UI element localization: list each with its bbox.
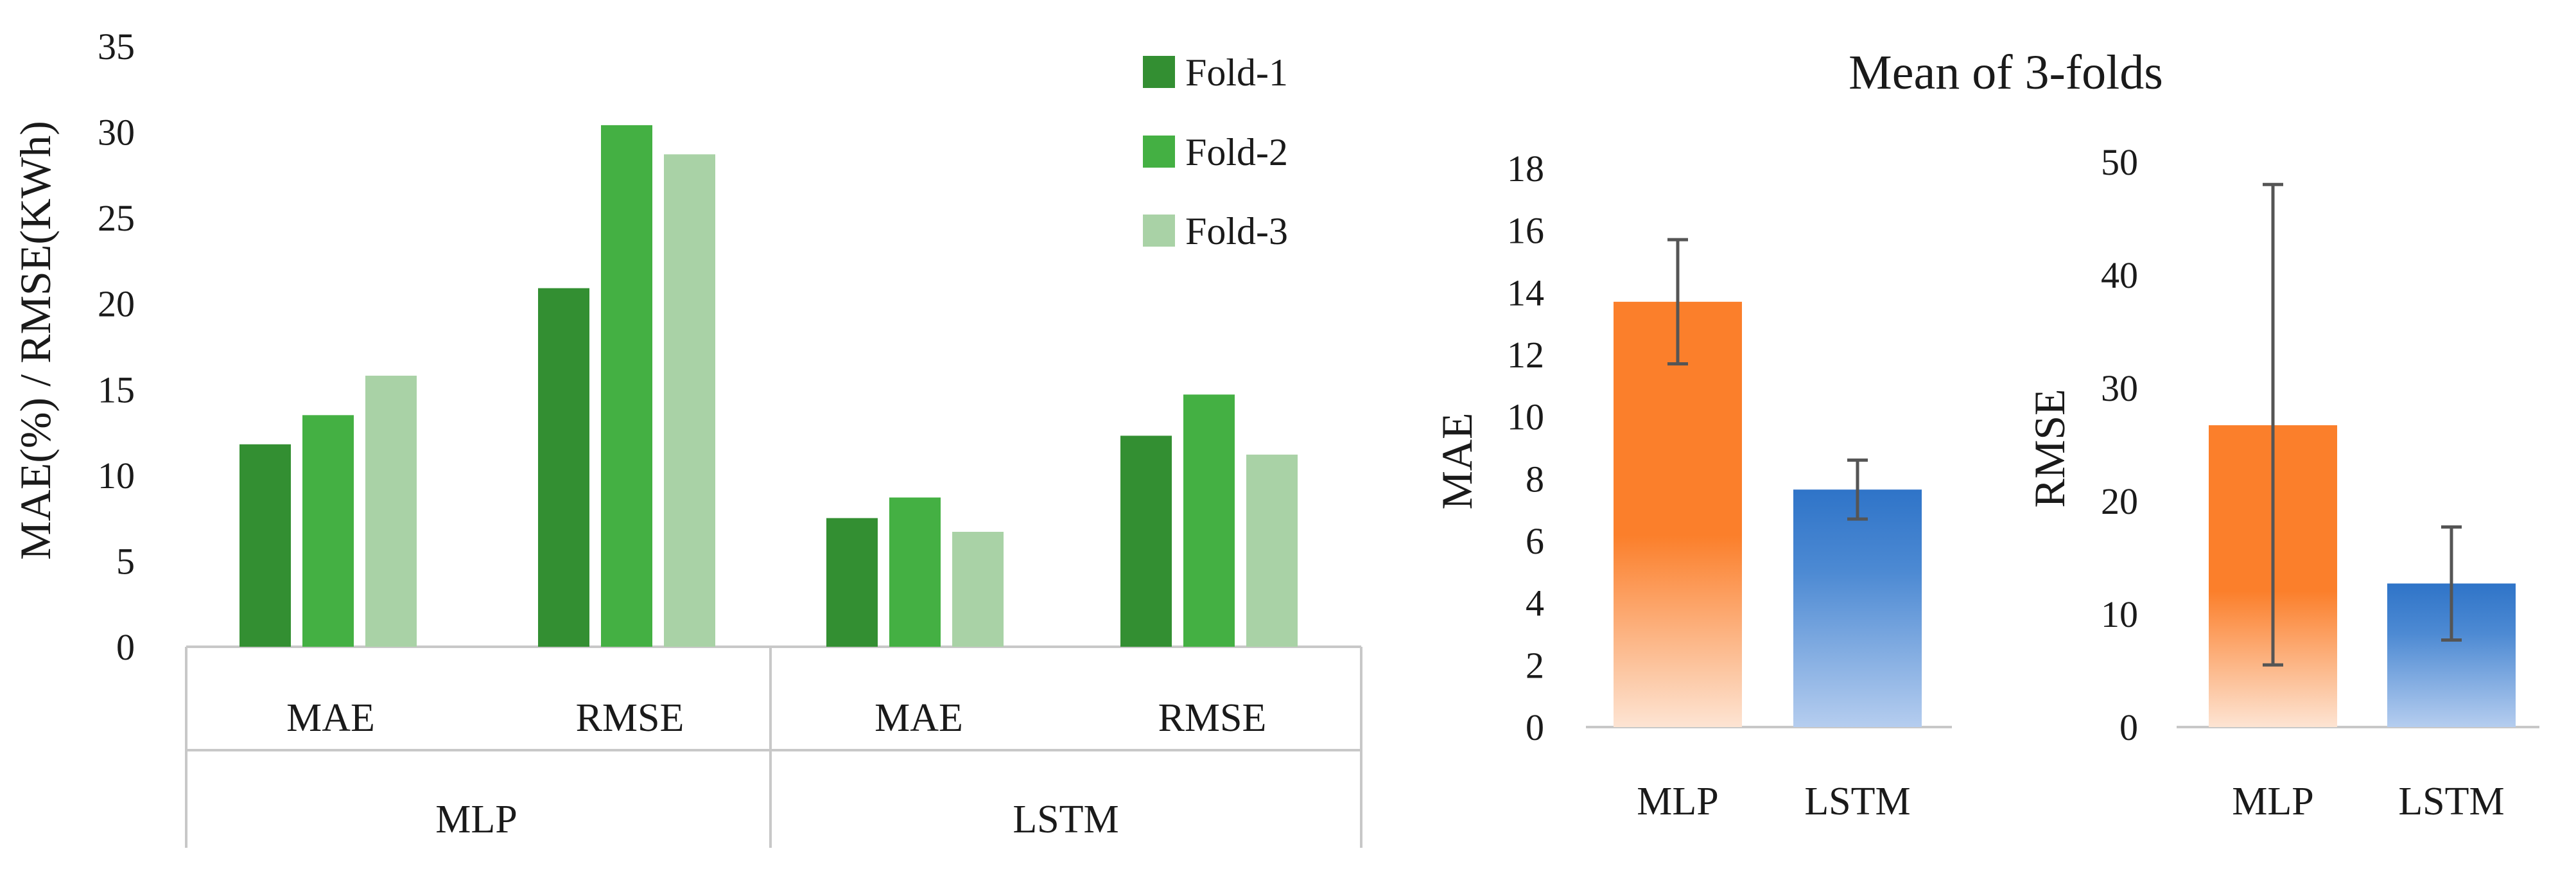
left-category-label: MAE <box>875 696 963 740</box>
left-group-label: LSTM <box>1013 798 1118 841</box>
left-legend: Fold-1 Fold-2 Fold-3 <box>1143 51 1288 252</box>
legend-label-fold-3: Fold-3 <box>1185 210 1288 252</box>
left-bar-fold-3-3 <box>1246 454 1298 647</box>
mean-mae-chart: MAE 0 2 4 6 8 10 12 14 16 18 MLP LSTM <box>1432 148 1952 823</box>
left-category-label: RMSE <box>576 696 684 740</box>
left-category-label: MAE <box>286 696 375 740</box>
mae-y-tick-label: 4 <box>1526 583 1544 624</box>
left-category-frame <box>185 645 1362 848</box>
mae-y-tick-label: 16 <box>1507 210 1544 252</box>
mae-y-tick-label: 18 <box>1507 148 1544 189</box>
mae-y-tick-label: 10 <box>1507 396 1544 438</box>
mae-y-axis-title: MAE <box>1432 412 1481 509</box>
left-bar-fold-3-1 <box>664 154 715 647</box>
mae-category-labels: MLP LSTM <box>1637 780 1910 823</box>
rmse-category-labels: MLP LSTM <box>2232 780 2504 823</box>
mae-y-tick-label: 2 <box>1526 644 1544 686</box>
rmse-y-tick-label: 20 <box>2101 480 2138 522</box>
left-bar-fold-2-0 <box>302 415 354 647</box>
legend-swatch-fold-1 <box>1143 56 1175 88</box>
left-bar-fold-2-3 <box>1183 394 1235 647</box>
mae-bar-mlp <box>1614 301 1742 727</box>
mae-y-tick-label: 14 <box>1507 272 1544 313</box>
left-y-ticks: 0 5 10 15 20 25 30 35 <box>98 26 135 668</box>
rmse-category-label: LSTM <box>2398 780 2504 823</box>
mae-y-tick-label: 8 <box>1526 458 1544 500</box>
left-category-label: RMSE <box>1158 696 1267 740</box>
fold-comparison-chart: MAE(%) / RMSE(KWh) 0 5 10 15 20 25 30 35 MAE RMS… <box>11 26 1362 848</box>
mean-chart-title: Mean of 3-folds <box>1849 46 2163 100</box>
left-bar-fold-2-1 <box>601 125 652 647</box>
left-category-labels: MAE RMSE MLP MAE RMSE LSTM <box>286 696 1266 841</box>
rmse-y-tick-label: 10 <box>2101 593 2138 635</box>
left-y-tick-label: 30 <box>98 112 135 154</box>
rmse-y-tick-label: 30 <box>2101 367 2138 409</box>
rmse-y-tick-label: 0 <box>2119 707 2138 748</box>
rmse-y-tick-label: 50 <box>2101 141 2138 183</box>
left-y-tick-label: 15 <box>98 369 135 410</box>
left-bar-fold-3-2 <box>952 532 1004 647</box>
mae-y-ticks: 0 2 4 6 8 10 12 14 16 18 <box>1507 148 1544 748</box>
left-bar-fold-1-0 <box>239 444 291 647</box>
mae-bars <box>1586 238 1952 728</box>
rmse-bars <box>2177 182 2539 728</box>
left-y-tick-label: 10 <box>98 455 135 496</box>
legend-swatch-fold-3 <box>1143 215 1175 247</box>
mean-rmse-chart: RMSE 0 10 20 30 40 50 MLP LSTM <box>2025 141 2539 823</box>
legend-swatch-fold-2 <box>1143 136 1175 168</box>
legend-label-fold-2: Fold-2 <box>1185 131 1288 173</box>
left-y-tick-label: 35 <box>98 26 135 67</box>
rmse-y-tick-label: 40 <box>2101 254 2138 296</box>
rmse-y-ticks: 0 10 20 30 40 50 <box>2101 141 2138 748</box>
mae-y-tick-label: 12 <box>1507 334 1544 376</box>
left-bar-fold-3-0 <box>365 375 417 647</box>
left-y-tick-label: 5 <box>116 540 135 582</box>
left-y-tick-label: 25 <box>98 197 135 239</box>
left-y-tick-label: 0 <box>116 626 135 668</box>
mae-y-tick-label: 6 <box>1526 520 1544 562</box>
mae-y-tick-label: 0 <box>1526 707 1544 748</box>
left-y-axis-title: MAE(%) / RMSE(KWh) <box>11 121 60 560</box>
left-group-label: MLP <box>435 798 517 841</box>
left-bars <box>239 125 1298 647</box>
legend-label-fold-1: Fold-1 <box>1185 51 1288 94</box>
rmse-category-label: MLP <box>2232 780 2313 823</box>
left-y-tick-label: 20 <box>98 283 135 325</box>
mae-category-label: MLP <box>1637 780 1718 823</box>
mae-bar-lstm <box>1793 489 1922 727</box>
left-bar-fold-1-2 <box>826 518 878 647</box>
mae-category-label: LSTM <box>1804 780 1910 823</box>
left-bar-fold-1-1 <box>538 288 589 647</box>
rmse-y-axis-title: RMSE <box>2025 389 2074 507</box>
left-bar-fold-1-3 <box>1120 435 1172 647</box>
left-bar-fold-2-2 <box>889 497 941 647</box>
